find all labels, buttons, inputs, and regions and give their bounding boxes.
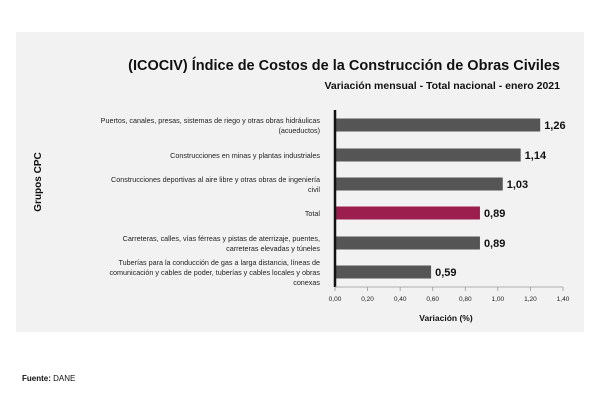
- category-label-4-1: carreteras elevadas y túneles: [226, 244, 320, 253]
- value-label-3: 0,89: [484, 208, 505, 220]
- source-label: Fuente:: [22, 374, 51, 383]
- value-label-2: 1,03: [507, 179, 528, 191]
- category-label-5-2: conexas: [293, 278, 320, 287]
- value-label-5: 0,59: [435, 267, 456, 279]
- category-label-0-1: (acueductos): [278, 126, 320, 135]
- chart-subtitle: Variación mensual - Total nacional - ene…: [324, 80, 560, 92]
- category-label-1-0: Construcciones en minas y plantas indust…: [170, 151, 320, 160]
- y-axis-title: Grupos CPC: [33, 152, 44, 211]
- category-label-5-0: Tuberías para la conducción de gas a lar…: [118, 258, 320, 267]
- x-axis-title: Variación (%): [419, 313, 473, 323]
- bar-4: [335, 236, 480, 250]
- x-tick-label-5: 1,00: [492, 296, 505, 303]
- bar-1: [335, 148, 521, 162]
- bar-5: [335, 265, 432, 279]
- bar-2: [335, 177, 503, 191]
- chart-title: (ICOCIV) Índice de Costos de la Construc…: [128, 58, 560, 74]
- category-label-0-0: Puertos, canales, presas, sistemas de ri…: [101, 116, 321, 125]
- x-tick-label-6: 1,20: [524, 296, 537, 303]
- category-label-3-0: Total: [305, 209, 321, 218]
- value-label-0: 1,26: [544, 120, 565, 132]
- value-label-4: 0,89: [484, 238, 505, 250]
- x-tick-label-0: 0,00: [329, 296, 342, 303]
- bar-0: [335, 118, 541, 132]
- category-label-2-0: Construcciones deportivas al aire libre …: [111, 175, 320, 184]
- x-tick-label-2: 0,40: [394, 296, 407, 303]
- value-label-1: 1,14: [525, 150, 547, 162]
- x-tick-label-4: 0,80: [459, 296, 472, 303]
- x-tick-label-1: 0,20: [361, 296, 374, 303]
- source-value: DANE: [53, 374, 76, 383]
- bar-3: [335, 206, 480, 220]
- category-label-4-0: Carreteras, calles, vías férreas y pista…: [123, 234, 320, 243]
- source-note: Fuente: DANE: [22, 374, 75, 383]
- category-label-2-1: civil: [308, 185, 320, 194]
- x-tick-label-7: 1,40: [557, 296, 570, 303]
- x-tick-label-3: 0,60: [426, 296, 439, 303]
- category-label-5-1: comunicación y cables de poder, tuberías…: [109, 268, 320, 277]
